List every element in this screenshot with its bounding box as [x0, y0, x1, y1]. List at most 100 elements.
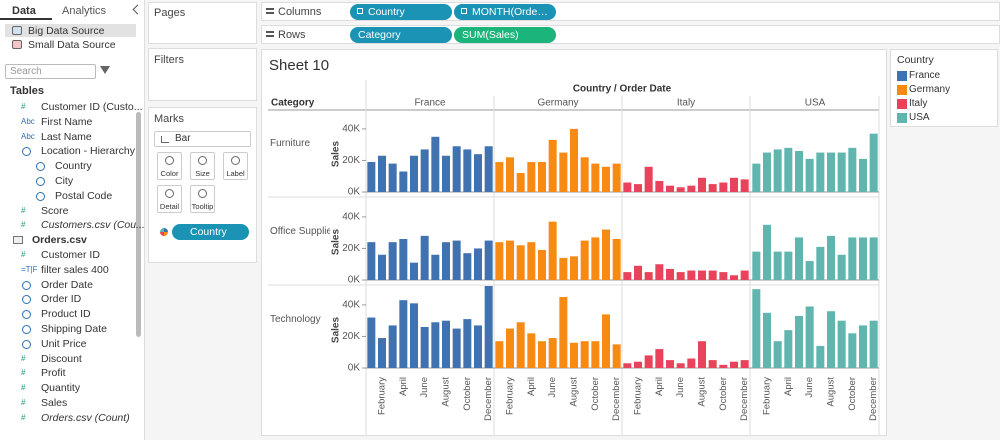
shelf-pill: SUM(Sales): [454, 27, 556, 43]
shelf-label: Columns: [278, 6, 322, 18]
y-tick-label: 20K: [342, 243, 360, 254]
x-tick-label: April: [526, 377, 537, 396]
bar: [399, 300, 408, 368]
mark-button-icon: [231, 156, 240, 165]
mark-button-label: Size: [195, 169, 210, 178]
bar: [452, 146, 461, 192]
bar: [623, 272, 632, 280]
bar: [698, 270, 706, 280]
bar: [420, 327, 429, 368]
bar: [816, 345, 825, 368]
bar: [559, 257, 568, 280]
x-tick-label: December: [611, 377, 622, 421]
bar: [548, 338, 557, 368]
bar: [410, 262, 418, 280]
data-source: Small Data Source: [28, 39, 116, 51]
bar: [538, 162, 546, 192]
bar: [570, 342, 578, 368]
field-icon: #: [21, 102, 26, 111]
bar: [463, 253, 472, 280]
mark-button-label: Label: [226, 169, 245, 178]
filter-icon: [100, 66, 110, 74]
bar: [719, 364, 728, 368]
bar: [773, 149, 782, 192]
bar: [580, 157, 589, 192]
bar: [827, 311, 835, 368]
bar: [666, 360, 674, 368]
data-pane: [0, 0, 145, 440]
y-tick-label: 40K: [342, 124, 360, 135]
field: Sales: [41, 397, 68, 409]
column-header: France: [414, 98, 446, 109]
x-tick-label: February: [762, 377, 773, 415]
bar: [848, 237, 857, 280]
source-icon: [12, 26, 22, 35]
bar: [527, 333, 536, 368]
legend-label: Italy: [909, 98, 928, 109]
field-icon: Abc: [21, 116, 35, 126]
bar: [484, 240, 493, 280]
mark-button-icon: [198, 189, 207, 198]
field: Country: [55, 160, 92, 173]
column-header: Italy: [677, 98, 695, 109]
bar: [805, 261, 814, 280]
x-tick-label: February: [633, 377, 644, 415]
column-title: Country / Order Date: [573, 84, 672, 95]
bar: [708, 270, 717, 280]
bar: [730, 177, 738, 192]
field: Quantity: [41, 382, 81, 395]
bar: [559, 152, 568, 192]
field: Customer ID: [41, 249, 100, 261]
bar: [591, 237, 600, 280]
bar: [795, 315, 803, 368]
bar: [740, 270, 749, 280]
source-highlight: [5, 24, 136, 37]
bar: [548, 139, 557, 192]
bar: [816, 246, 825, 280]
x-tick-label: August: [697, 377, 708, 407]
field-icon: [22, 280, 31, 290]
field-icon: #: [21, 412, 26, 422]
bar: [367, 242, 376, 280]
bar: [837, 152, 846, 192]
bar: [805, 158, 814, 192]
mark-button-icon: [198, 156, 207, 165]
field-icon: #: [21, 383, 26, 393]
x-tick-label: December: [868, 377, 879, 421]
bar: [676, 187, 685, 192]
bar: [869, 320, 878, 368]
x-tick-label: August: [826, 377, 837, 407]
bar: [676, 363, 685, 368]
shelf-pill: Category: [350, 27, 452, 43]
bar: [805, 306, 814, 368]
bar: [623, 182, 632, 192]
bar: [420, 235, 429, 280]
x-tick-label: June: [419, 377, 430, 398]
y-tick-label: 0K: [348, 275, 361, 286]
bar: [763, 152, 771, 192]
field-icon: [22, 310, 31, 320]
legend: [890, 49, 998, 127]
legend-label: Germany: [909, 84, 951, 95]
field: Postal Code: [55, 189, 113, 202]
bar: [634, 265, 642, 280]
x-tick-label: February: [377, 377, 388, 415]
field-icon: [22, 339, 31, 349]
field-icon: [36, 191, 45, 201]
x-tick-label: April: [783, 377, 794, 396]
mark-type: [154, 131, 251, 147]
scrollbar: [136, 112, 141, 337]
bar: [399, 239, 408, 280]
field: Profit: [41, 367, 66, 380]
field-icon: [36, 162, 45, 172]
bar: [612, 239, 621, 280]
tab-underline: [0, 18, 52, 20]
field: Order ID: [41, 293, 82, 306]
bar: [442, 242, 450, 280]
x-tick-label: October: [590, 377, 601, 411]
x-tick-label: April: [654, 377, 665, 396]
bar: [752, 289, 761, 368]
legend-swatch: [897, 99, 907, 109]
bar: [859, 237, 867, 280]
bar: [784, 251, 793, 280]
